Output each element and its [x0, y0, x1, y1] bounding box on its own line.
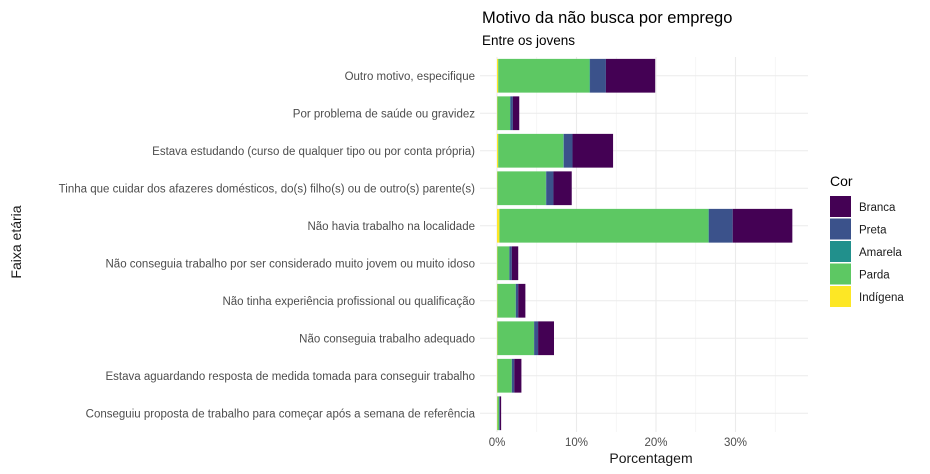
- bar-segment: [497, 321, 534, 356]
- legend-label: Preta: [859, 225, 887, 237]
- grid: [480, 57, 808, 432]
- legend-title: Cor: [830, 173, 853, 189]
- category-label: Estava estudando (curso de qualquer tipo…: [152, 146, 475, 158]
- chart-title: Motivo da não busca por emprego: [482, 9, 732, 27]
- bar-segment: [497, 246, 510, 281]
- bar-segment: [572, 133, 614, 168]
- y-axis-title: Faixa etária: [8, 205, 24, 278]
- bar-segment: [534, 321, 539, 356]
- bar-segment: [512, 96, 520, 131]
- bar-segment: [499, 396, 502, 431]
- category-label: Não conseguia trabalho adequado: [299, 333, 475, 345]
- legend-key: [830, 286, 851, 307]
- bar-segment: [509, 246, 512, 281]
- legend-key: [830, 241, 851, 262]
- bar-segment: [497, 96, 511, 131]
- bar-segment: [499, 208, 709, 243]
- x-tick-label: 20%: [644, 437, 667, 449]
- x-tick-label: 30%: [724, 437, 747, 449]
- bar-segment: [590, 58, 606, 93]
- bar-segment: [708, 208, 733, 243]
- bar-segment: [514, 358, 522, 393]
- category-label: Não tinha experiência profissional ou qu…: [222, 296, 475, 308]
- legend-label: Parda: [859, 270, 890, 282]
- category-label: Não havia trabalho na localidade: [307, 221, 475, 233]
- category-label: Estava aguardando resposta de medida tom…: [105, 371, 475, 383]
- bar-segment: [538, 321, 555, 356]
- bar-segment: [497, 396, 499, 431]
- bar-segment: [553, 171, 572, 206]
- x-tick-labels: 0% 10% 20% 30%: [489, 437, 747, 449]
- category-label: Conseguiu proposta de trabalho para come…: [86, 408, 476, 420]
- category-label: Por problema de saúde ou gravidez: [293, 108, 475, 120]
- bar-segment: [732, 208, 793, 243]
- x-tick-label: 10%: [565, 437, 588, 449]
- chart-subtitle: Entre os jovens: [482, 33, 575, 48]
- legend-key: [830, 196, 851, 217]
- legend-label: Branca: [859, 202, 896, 214]
- bar-segment: [498, 133, 564, 168]
- x-tick-label: 0%: [489, 437, 506, 449]
- bar-segment: [498, 58, 590, 93]
- bar-segment: [605, 58, 656, 93]
- bar-segment: [497, 133, 499, 168]
- legend-key: [830, 263, 851, 285]
- bar-segment: [510, 96, 513, 131]
- bar-segment: [497, 171, 546, 206]
- bar-segment: [511, 358, 515, 393]
- category-label: Outro motivo, especifique: [345, 71, 475, 83]
- legend: Cor Branca Preta Amarela Parda Indígena: [830, 173, 904, 307]
- bar-segment: [499, 396, 500, 431]
- x-axis-title: Porcentagem: [609, 450, 692, 466]
- category-label: Tinha que cuidar dos afazeres domésticos…: [59, 183, 475, 195]
- bar-segment: [546, 171, 554, 206]
- bar-segment: [518, 283, 526, 318]
- legend-label: Amarela: [859, 247, 902, 259]
- bar-segment: [497, 358, 512, 393]
- bar-segment: [497, 208, 500, 243]
- category-labels: Outro motivo, especifique Por problema de…: [59, 71, 476, 421]
- legend-label: Indígena: [859, 292, 904, 304]
- legend-key: [830, 218, 851, 240]
- bar-segment: [497, 283, 516, 318]
- bars: [497, 58, 793, 431]
- bar-segment: [511, 246, 519, 281]
- category-label: Não conseguia trabalho por ser considera…: [106, 258, 476, 270]
- bar-segment: [515, 283, 519, 318]
- bar-segment: [497, 58, 499, 93]
- bar-segment: [563, 133, 573, 168]
